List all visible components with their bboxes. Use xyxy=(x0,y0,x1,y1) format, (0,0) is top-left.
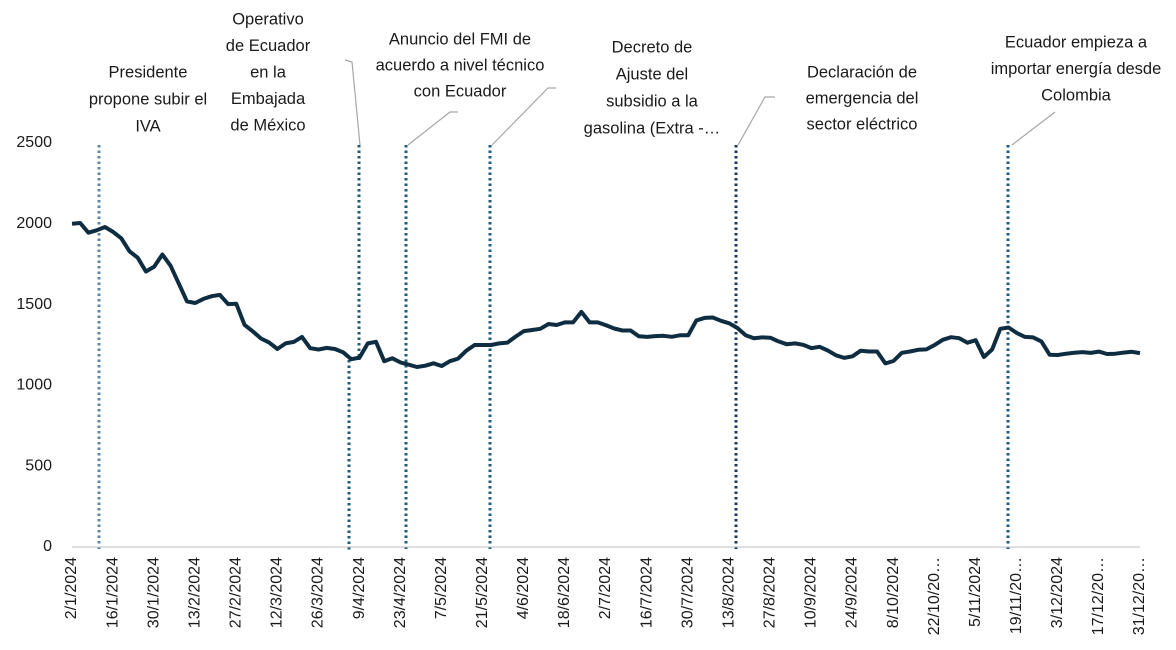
y-tick-label: 500 xyxy=(25,457,52,474)
leader-line xyxy=(344,59,361,146)
x-tick-label: 8/10/2024 xyxy=(885,557,902,628)
x-tick-label: 18/6/2024 xyxy=(556,557,573,628)
x-tick-label: 27/8/2024 xyxy=(762,557,779,628)
annotation: en la xyxy=(250,63,287,81)
x-tick-label: 5/11/2024 xyxy=(967,557,984,627)
y-tick-label: 2500 xyxy=(16,134,52,151)
annotation: Operativo xyxy=(232,10,304,28)
annotation: Decreto de xyxy=(612,38,693,56)
x-tick-label: 31/12/20… xyxy=(1131,557,1148,635)
x-tick-label: 30/1/2024 xyxy=(145,557,162,628)
annotation: subsidio a la xyxy=(606,92,699,110)
x-tick-label: 17/12/20… xyxy=(1090,557,1107,635)
leader-line xyxy=(1011,111,1056,146)
x-tick-label: 23/4/2024 xyxy=(392,557,409,628)
event-lines xyxy=(97,145,1010,550)
data-line xyxy=(71,221,1141,369)
x-tick-label: 9/4/2024 xyxy=(351,557,368,619)
annotation: Embajada xyxy=(231,90,306,108)
x-tick-label: 12/3/2024 xyxy=(269,557,286,628)
x-tick-label: 24/9/2024 xyxy=(844,557,861,628)
annotation: IVA xyxy=(135,117,160,135)
annotation: de México xyxy=(230,116,305,134)
x-tick-label: 2/1/2024 xyxy=(63,557,80,619)
annotation: Anuncio del FMI de xyxy=(389,30,531,48)
x-tick-label: 27/2/2024 xyxy=(228,557,245,628)
x-tick-label: 13/2/2024 xyxy=(186,557,203,628)
y-tick-label: 1500 xyxy=(16,296,52,313)
x-tick-label: 22/10/20… xyxy=(926,557,943,635)
annotation: Colombia xyxy=(1041,86,1112,104)
x-tick-label: 16/1/2024 xyxy=(104,557,121,628)
x-tick-label: 7/5/2024 xyxy=(433,557,450,619)
x-tick-label: 2/7/2024 xyxy=(597,557,614,619)
annotation: Declaración de xyxy=(807,63,917,81)
x-tick-label: 13/8/2024 xyxy=(720,557,737,628)
annotation: Ecuador empieza a xyxy=(1005,33,1148,51)
x-tick-label: 30/7/2024 xyxy=(679,557,696,628)
annotation: con Ecuador xyxy=(414,82,507,100)
x-tick-label: 21/5/2024 xyxy=(474,557,491,628)
annotation: emergencia del xyxy=(806,89,919,107)
y-tick-label: 1000 xyxy=(16,377,52,394)
y-tick-label: 2000 xyxy=(16,215,52,232)
leader-line xyxy=(407,111,458,146)
annotation: de Ecuador xyxy=(226,37,311,55)
x-tick-label: 10/9/2024 xyxy=(803,557,820,628)
x-tick-label: 19/11/20… xyxy=(1008,557,1025,634)
x-tick-label: 4/6/2024 xyxy=(515,557,532,619)
leader-line xyxy=(737,96,775,146)
annotation: propone subir el xyxy=(89,90,207,108)
leader-lines xyxy=(344,59,1056,146)
annotation: importar energía desde xyxy=(991,60,1162,78)
annotation: acuerdo a nivel técnico xyxy=(376,56,545,74)
annotation: Ajuste del xyxy=(616,65,688,83)
annotation: Presidente xyxy=(109,63,188,81)
leader-line xyxy=(491,87,556,146)
y-tick-label: 0 xyxy=(43,538,52,555)
x-tick-label: 16/7/2024 xyxy=(638,557,655,628)
annotation: gasolina (Extra -… xyxy=(584,119,721,137)
annotation: sector eléctrico xyxy=(807,115,918,133)
x-tick-label: 3/12/2024 xyxy=(1049,557,1066,628)
x-tick-label: 26/3/2024 xyxy=(310,557,327,628)
